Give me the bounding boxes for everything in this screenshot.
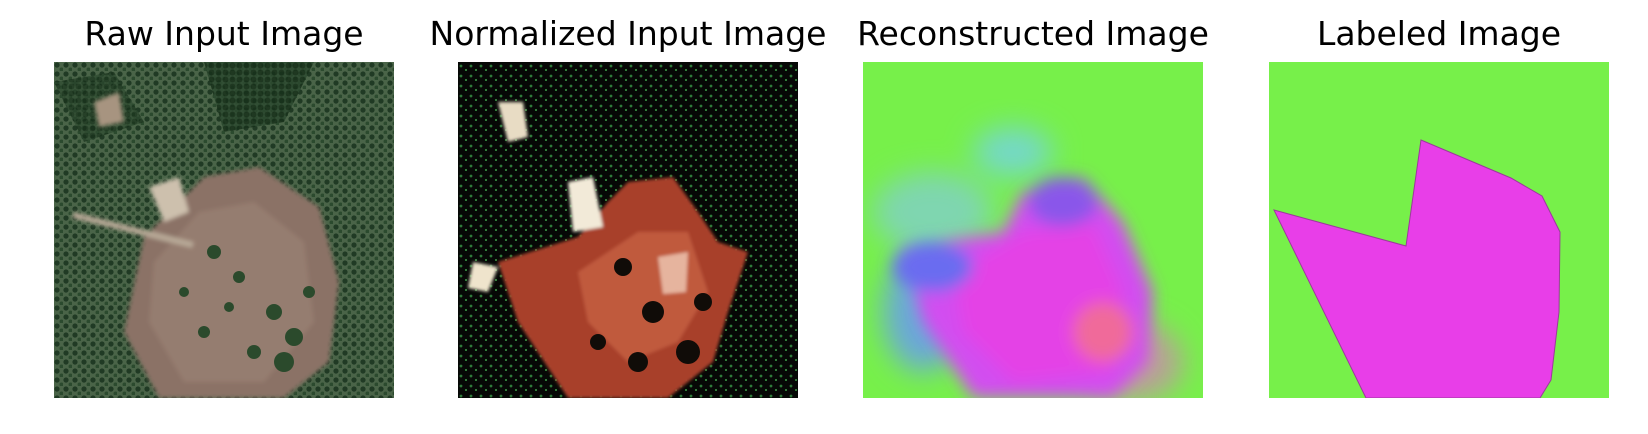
raw-input-panel: Raw Input Image: [54, 0, 394, 434]
reconstructed-panel: Reconstructed Image: [857, 0, 1209, 434]
raw-input-image: [54, 62, 394, 398]
raw-input-title: Raw Input Image: [84, 14, 364, 53]
reconstructed-image: [863, 62, 1203, 398]
labeled-title: Labeled Image: [1316, 14, 1562, 53]
labeled-panel: Labeled Image: [1269, 0, 1609, 434]
normalized-input-image: [458, 62, 798, 398]
labeled-image: [1269, 62, 1609, 398]
normalized-input-panel: Normalized Input Image: [430, 0, 826, 434]
normalized-input-title: Normalized Input Image: [429, 14, 827, 53]
reconstructed-title: Reconstructed Image: [857, 14, 1209, 53]
